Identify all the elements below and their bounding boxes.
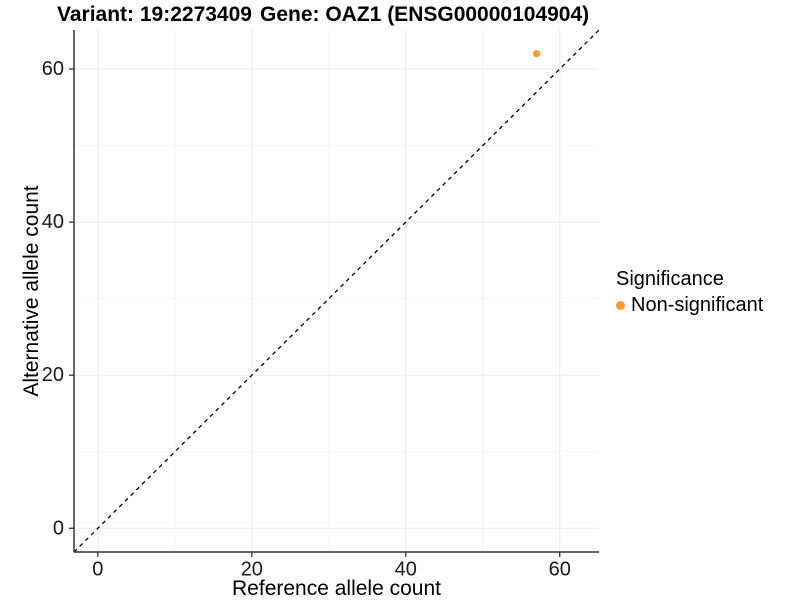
y-tick-label: 20: [42, 364, 64, 386]
y-axis-title: Alternative allele count: [20, 185, 43, 397]
x-axis-title: Reference allele count: [232, 577, 441, 600]
x-tick-label: 0: [92, 559, 103, 581]
data-point: [533, 50, 541, 58]
plot-title-variant: Variant: 19:2273409: [57, 3, 252, 26]
legend: Significance Non-significant: [616, 268, 763, 317]
identity-dashed-line: [73, 29, 600, 553]
legend-point-icon: [616, 301, 625, 310]
legend-title: Significance: [616, 268, 724, 290]
legend-item-label: Non-significant: [631, 294, 764, 316]
y-tick-label: 40: [42, 211, 64, 233]
x-tick-label: 60: [549, 559, 571, 581]
x-tick-label: 20: [241, 559, 263, 581]
plot-title-gene: Gene: OAZ1 (ENSG00000104904): [260, 3, 590, 26]
legend-item-non-significant: Non-significant: [616, 294, 763, 317]
y-tick-label: 60: [42, 58, 64, 80]
y-tick-label: 0: [53, 517, 64, 539]
x-tick-label: 40: [395, 559, 417, 581]
